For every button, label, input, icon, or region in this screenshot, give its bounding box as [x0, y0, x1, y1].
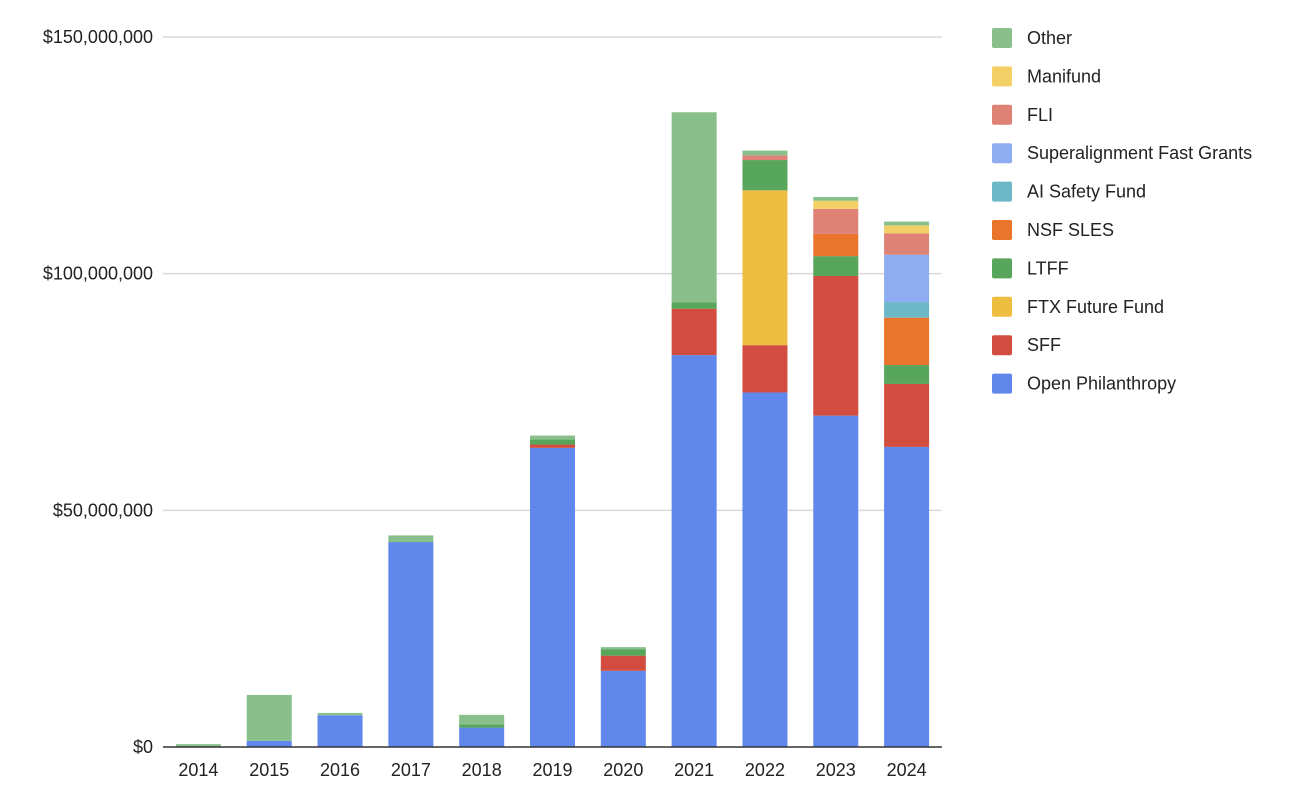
- bar-segment-2024-superalignment-fast-grants: [884, 254, 930, 303]
- legend: Other Manifund FLI Superalignment Fast Gran…: [992, 28, 1252, 394]
- bar-segment-2015-other: [246, 694, 292, 741]
- legend-item-superalignment-fast-grants: Superalignment Fast Grants: [992, 143, 1252, 164]
- legend-swatch: [992, 258, 1012, 279]
- x-tick-label: 2020: [603, 760, 643, 780]
- bar-segment-2019-open-philanthropy: [530, 447, 575, 747]
- bar-segment-2016-open-philanthropy: [317, 715, 363, 747]
- bar-segment-2023-other: [813, 196, 859, 201]
- legend-item-ftx-future-fund: FTX Future Fund: [992, 296, 1164, 317]
- y-tick-label: $0: [133, 737, 153, 757]
- legend-swatch: [992, 296, 1012, 317]
- bar-segment-2022-fli: [742, 155, 788, 161]
- legend-swatch: [992, 143, 1012, 164]
- bar-segment-2022-other: [742, 150, 788, 156]
- bar-segment-2022-sff: [742, 345, 788, 393]
- bar-segment-2023-ltff: [813, 256, 859, 277]
- bar-segment-2023-manifund: [813, 200, 859, 209]
- bar-segment-2019-sff: [530, 444, 575, 448]
- x-tick-label: 2016: [320, 760, 360, 780]
- bar-segment-2017-other: [388, 535, 434, 543]
- legend-label: NSF SLES: [1027, 220, 1114, 240]
- legend-label: Superalignment Fast Grants: [1027, 143, 1252, 163]
- bar-segment-2021-sff: [671, 308, 717, 356]
- legend-item-manifund: Manifund: [992, 66, 1101, 87]
- legend-swatch: [992, 220, 1012, 240]
- bar-segment-2018-ltff: [459, 724, 505, 728]
- legend-swatch: [992, 335, 1012, 356]
- legend-label: Open Philanthropy: [1027, 374, 1176, 394]
- legend-swatch: [992, 181, 1012, 202]
- bar-segment-2024-other: [884, 221, 930, 226]
- legend-item-nsf-sles: NSF SLES: [992, 220, 1114, 240]
- x-tick-label: 2015: [249, 760, 289, 780]
- y-tick-label: $150,000,000: [43, 27, 153, 47]
- bar-segment-2024-manifund: [884, 225, 930, 234]
- legend-label: SFF: [1027, 335, 1061, 355]
- legend-item-sff: SFF: [992, 335, 1061, 356]
- bar-segment-2024-ai-safety-fund: [884, 302, 930, 318]
- legend-label: FLI: [1027, 105, 1053, 125]
- bar-segment-2018-open-philanthropy: [459, 727, 505, 747]
- x-tick-label: 2024: [887, 760, 927, 780]
- legend-label: Manifund: [1027, 66, 1101, 86]
- axes: $0 $50,000,000 $100,000,000 $150,000,000 201…: [43, 27, 942, 780]
- bar-segment-2023-open-philanthropy: [813, 415, 859, 747]
- x-tick-label: 2018: [462, 760, 502, 780]
- bar-segment-2022-open-philanthropy: [742, 392, 788, 747]
- legend-item-ltff: LTFF: [992, 258, 1069, 279]
- bar-segment-2023-nsf-sles: [813, 233, 859, 257]
- legend-label: AI Safety Fund: [1027, 182, 1146, 202]
- bar-segment-2019-ltff: [530, 439, 575, 445]
- bar-segment-2017-open-philanthropy: [388, 542, 434, 747]
- legend-swatch: [992, 373, 1012, 394]
- bar-segment-2015-open-philanthropy: [246, 740, 292, 747]
- x-tick-label: 2017: [391, 760, 431, 780]
- bar-segment-2024-ltff: [884, 365, 930, 384]
- x-tick-label: 2021: [674, 760, 714, 780]
- bar-segment-2021-other: [671, 112, 717, 303]
- y-tick-label: $50,000,000: [53, 500, 153, 520]
- bar-segment-2020-other: [600, 647, 646, 650]
- bar-segment-2024-open-philanthropy: [884, 446, 930, 747]
- bar-segment-2021-ltff: [671, 302, 717, 309]
- bar-segment-2019-other: [530, 435, 575, 440]
- bar-segment-2018-other: [459, 714, 505, 725]
- y-tick-label: $100,000,000: [43, 264, 153, 284]
- legend-item-open-philanthropy: Open Philanthropy: [992, 373, 1176, 394]
- bar-segment-2020-ltff: [600, 649, 646, 656]
- bar-segment-2024-fli: [884, 233, 930, 255]
- bar-segment-2023-sff: [813, 276, 859, 416]
- x-tick-label: 2023: [816, 760, 856, 780]
- bar-segment-2021-open-philanthropy: [671, 355, 717, 747]
- legend-swatch: [992, 104, 1012, 125]
- legend-item-other: Other: [992, 28, 1072, 48]
- bar-segment-2022-ltff: [742, 160, 788, 191]
- bar-segment-2020-sff: [600, 655, 646, 671]
- legend-label: LTFF: [1027, 258, 1069, 278]
- legend-item-ai-safety-fund: AI Safety Fund: [992, 181, 1146, 202]
- legend-label: Other: [1027, 28, 1072, 48]
- x-tick-label: 2014: [178, 760, 218, 780]
- legend-item-fli: FLI: [992, 104, 1053, 125]
- bar-segment-2014-other: [175, 744, 221, 747]
- bar-segment-2023-fli: [813, 208, 859, 234]
- x-tick-label: 2022: [745, 760, 785, 780]
- bar-segment-2024-nsf-sles: [884, 317, 930, 366]
- bar-segment-2024-sff: [884, 383, 930, 447]
- bar-segment-2020-open-philanthropy: [600, 670, 646, 747]
- bars: [175, 112, 930, 747]
- bar-segment-2022-ftx-future-fund: [742, 190, 788, 346]
- bar-segment-2016-other: [317, 712, 363, 716]
- x-tick-label: 2019: [532, 760, 572, 780]
- legend-swatch: [992, 28, 1012, 48]
- legend-label: FTX Future Fund: [1027, 297, 1164, 317]
- legend-swatch: [992, 66, 1012, 87]
